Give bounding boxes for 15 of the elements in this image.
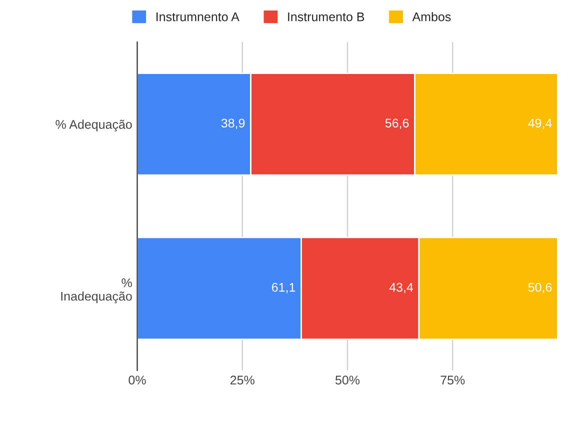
legend-label: Instrumento B (288, 12, 364, 22)
x-tick-label: 0% (128, 376, 146, 385)
annotation: 38,9 (221, 118, 245, 130)
x-tick-label: 75% (440, 376, 465, 385)
x-tick-label: 25% (230, 376, 254, 385)
legend-label: Ambos (412, 12, 451, 22)
y-tick-label: % Adequação (56, 120, 132, 132)
annotation: 61,1 (272, 282, 296, 294)
legend-label: Instrumnento A (156, 12, 240, 22)
y-tick-label: % Inadequação (61, 278, 132, 304)
x-tick-label: 50% (335, 376, 360, 385)
annotation: 56,6 (385, 118, 409, 130)
annotation: 49,4 (528, 118, 552, 130)
annotation: 50,6 (528, 282, 552, 294)
annotation: 43,4 (389, 282, 414, 294)
